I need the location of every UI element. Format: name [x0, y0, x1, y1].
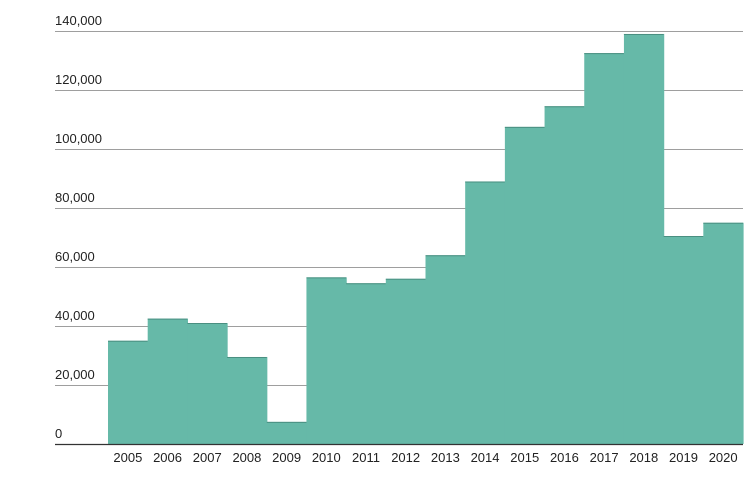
bar-2013: [425, 255, 466, 444]
y-tick-label: 60,000: [55, 249, 95, 264]
bar-2009: [266, 421, 308, 444]
bar-2005: [108, 340, 149, 444]
x-tick-label: 2006: [153, 450, 182, 465]
y-axis-tick-labels: 0 20,000 40,000 60,000 80,000 100,000 120,000 1…: [55, 13, 102, 441]
x-tick-label: 2015: [510, 450, 539, 465]
y-tick-label: 40,000: [55, 308, 95, 323]
bar-2007: [187, 323, 228, 444]
bar-2011: [346, 283, 387, 444]
y-tick-label: 120,000: [55, 72, 102, 87]
x-tick-label: 2012: [391, 450, 420, 465]
bars: [108, 33, 744, 444]
x-tick-label: 2005: [113, 450, 142, 465]
bar-2018: [623, 33, 665, 444]
bar-2010: [306, 277, 347, 444]
y-tick-label: 140,000: [55, 13, 102, 28]
x-tick-label: 2016: [550, 450, 579, 465]
x-tick-label: 2007: [193, 450, 222, 465]
bar-2017: [584, 53, 625, 444]
y-tick-label: 20,000: [55, 367, 95, 382]
x-tick-label: 2009: [272, 450, 301, 465]
x-tick-label: 2013: [431, 450, 460, 465]
x-tick-label: 2020: [709, 450, 738, 465]
x-tick-label: 2017: [590, 450, 619, 465]
bar-2015: [504, 126, 546, 444]
bar-2014: [465, 181, 506, 444]
x-tick-label: 2014: [471, 450, 500, 465]
y-tick-label: 0: [55, 426, 62, 441]
y-tick-label: 80,000: [55, 190, 95, 205]
y-tick-label: 100,000: [55, 131, 102, 146]
x-tick-label: 2008: [232, 450, 261, 465]
bar-2006: [147, 318, 188, 444]
x-tick-label: 2019: [669, 450, 698, 465]
x-axis-tick-labels: 2005 2006 2007 2008 2009 2010 2011 2012 2013 2014…: [113, 450, 737, 465]
bar-2019: [663, 236, 704, 444]
x-tick-label: 2011: [352, 450, 380, 465]
bar-2016: [544, 106, 585, 444]
bar-2020: [703, 222, 744, 444]
bar-2012: [385, 278, 427, 444]
x-tick-label: 2010: [312, 450, 341, 465]
x-tick-label: 2018: [629, 450, 658, 465]
bar-2008: [227, 356, 268, 444]
